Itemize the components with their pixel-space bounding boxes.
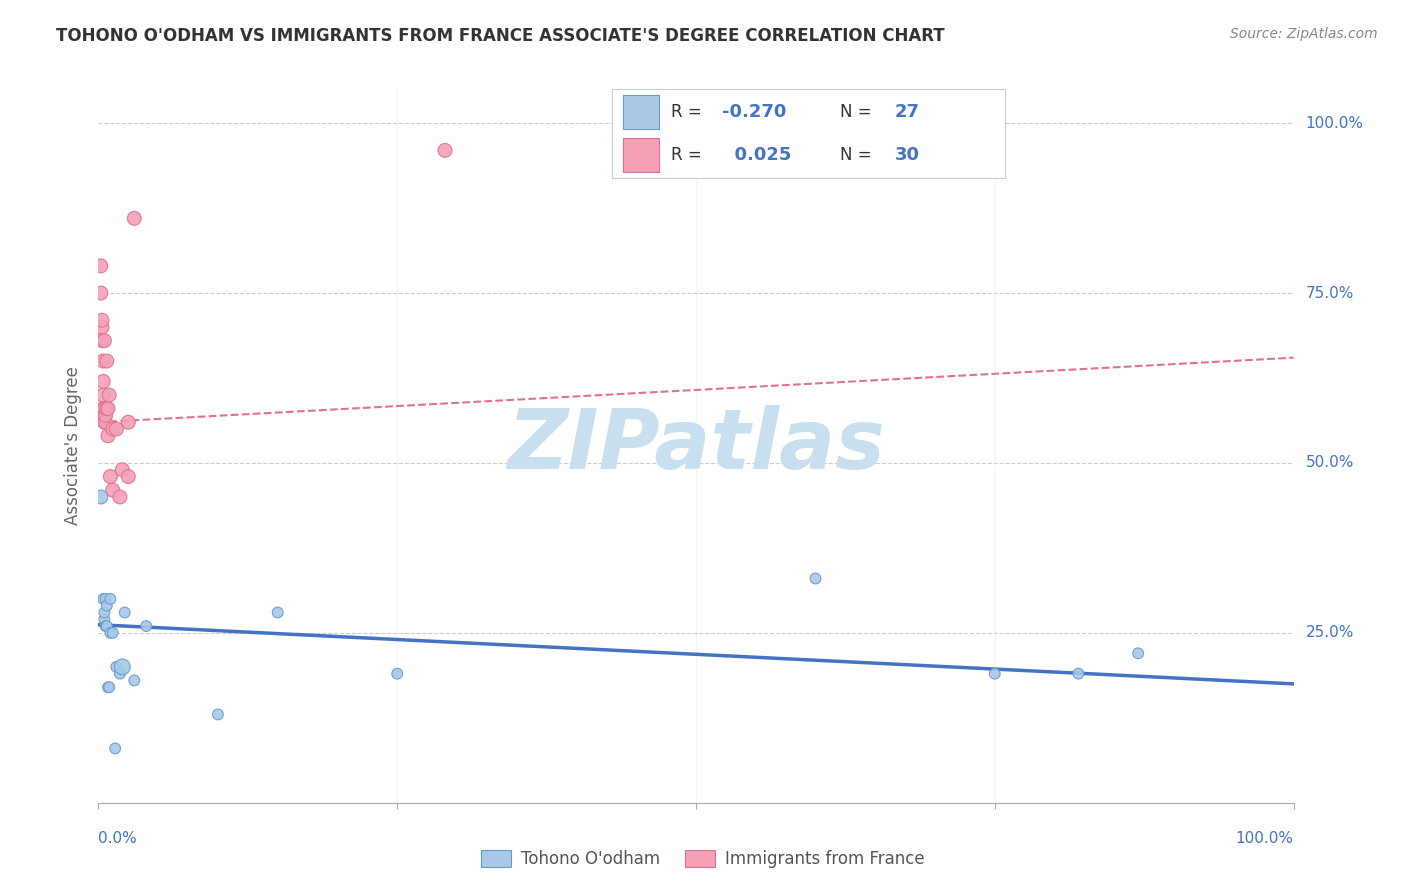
Point [105, 660, 128, 674]
Text: R =: R = [671, 146, 707, 164]
Text: 75.0%: 75.0% [1305, 285, 1354, 301]
Point [983, 666, 1005, 681]
Point [105, 422, 128, 436]
Y-axis label: Associate's Degree: Associate's Degree [65, 367, 83, 525]
Text: N =: N = [839, 146, 877, 164]
Point [91, 334, 114, 348]
FancyBboxPatch shape [623, 138, 659, 172]
Point [98, 388, 121, 402]
Point [94, 409, 117, 423]
Point [91, 320, 114, 334]
Text: 100.0%: 100.0% [1236, 831, 1294, 847]
Point [104, 741, 127, 756]
Point [96, 619, 118, 633]
Text: N =: N = [839, 103, 877, 121]
Point [97, 680, 120, 694]
Point [124, 673, 146, 688]
Text: 30: 30 [896, 146, 920, 164]
Point [111, 463, 134, 477]
Point [101, 483, 124, 498]
Text: 25.0%: 25.0% [1305, 625, 1354, 640]
Text: TOHONO O'ODHAM VS IMMIGRANTS FROM FRANCE ASSOCIATE'S DEGREE CORRELATION CHART: TOHONO O'ODHAM VS IMMIGRANTS FROM FRANCE… [56, 27, 945, 45]
Point [267, 606, 290, 620]
Point [96, 354, 118, 368]
FancyBboxPatch shape [623, 95, 659, 129]
Point [93, 612, 115, 626]
Point [111, 660, 134, 674]
Point [91, 591, 114, 606]
Point [433, 144, 456, 158]
Point [94, 591, 117, 606]
Text: R =: R = [671, 103, 707, 121]
Text: Source: ZipAtlas.com: Source: ZipAtlas.com [1230, 27, 1378, 41]
Point [385, 666, 409, 681]
Text: 0.025: 0.025 [721, 146, 792, 164]
Point [93, 415, 115, 429]
Point [93, 401, 115, 416]
Point [101, 422, 124, 436]
Point [96, 599, 118, 613]
Text: ZIPatlas: ZIPatlas [508, 406, 884, 486]
Legend: Tohono O'odham, Immigrants from France: Tohono O'odham, Immigrants from France [474, 843, 932, 875]
Point [97, 429, 120, 443]
Point [90, 490, 112, 504]
Point [91, 313, 114, 327]
Text: 27: 27 [896, 103, 920, 121]
Point [91, 354, 114, 368]
Point [89, 409, 111, 423]
Point [117, 415, 139, 429]
Point [93, 606, 115, 620]
Point [1067, 666, 1090, 681]
Point [90, 286, 112, 301]
Point [94, 415, 117, 429]
Point [98, 591, 122, 606]
Text: 0.0%: 0.0% [98, 831, 138, 847]
Point [114, 606, 136, 620]
Text: -0.270: -0.270 [721, 103, 786, 121]
Point [97, 401, 120, 416]
Point [207, 707, 229, 722]
Point [94, 619, 117, 633]
Point [117, 469, 139, 483]
Point [91, 375, 114, 389]
Point [1128, 646, 1150, 660]
Point [98, 469, 122, 483]
Point [98, 626, 122, 640]
Point [91, 388, 114, 402]
Point [98, 680, 121, 694]
Point [101, 626, 124, 640]
Point [135, 619, 157, 633]
Point [90, 259, 112, 273]
Point [804, 572, 827, 586]
Point [96, 401, 118, 416]
Point [124, 211, 146, 226]
Text: 100.0%: 100.0% [1305, 116, 1364, 131]
Point [108, 490, 131, 504]
Point [108, 666, 131, 681]
Point [91, 401, 114, 416]
Text: 50.0%: 50.0% [1305, 456, 1354, 470]
Point [93, 334, 115, 348]
